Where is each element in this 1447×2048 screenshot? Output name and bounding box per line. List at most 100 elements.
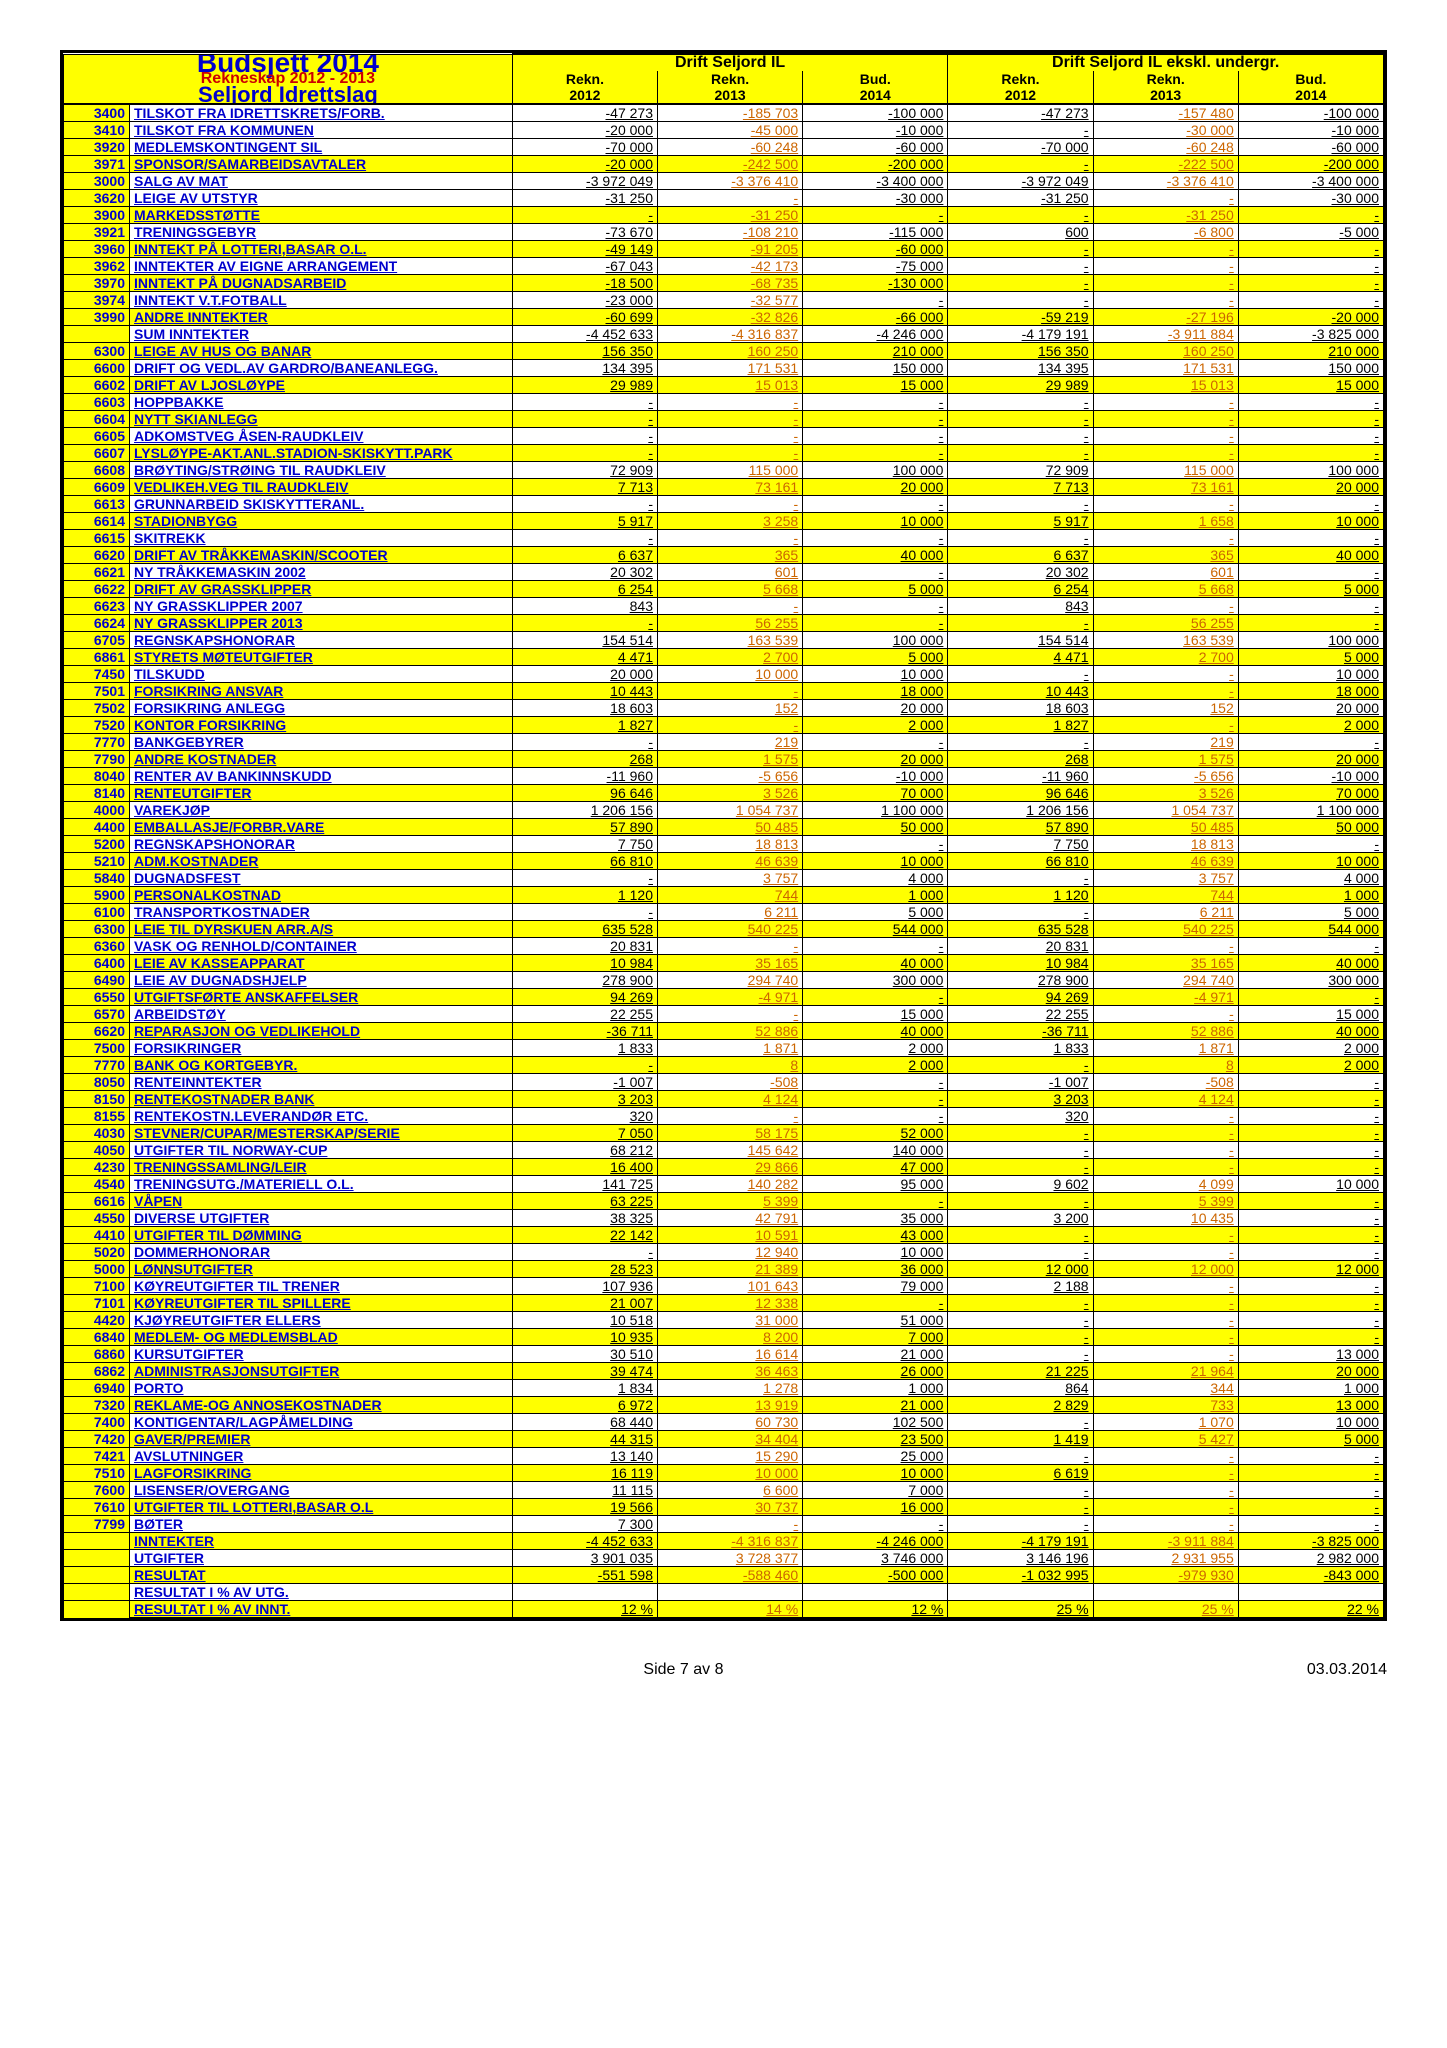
table-row: 4000VAREKJØP1 206 1561 054 7371 100 0001… (64, 802, 1384, 819)
row-code: 7320 (64, 1397, 130, 1414)
row-value: 13 000 (1238, 1346, 1383, 1363)
row-value: - (1238, 1244, 1383, 1261)
row-value: - (1093, 1244, 1238, 1261)
row-value: 268 (948, 751, 1093, 768)
row-desc: UTGIFTER TIL LOTTERI,BASAR O.L (130, 1499, 513, 1516)
row-value: 79 000 (803, 1278, 948, 1295)
row-value: - (948, 1346, 1093, 1363)
row-value: -5 000 (1238, 224, 1383, 241)
row-value: -1 007 (512, 1074, 657, 1091)
row-value: - (948, 530, 1093, 547)
row-value: 5 000 (803, 649, 948, 666)
row-value: - (948, 292, 1093, 309)
row-value: - (803, 1193, 948, 1210)
row-code: 3960 (64, 241, 130, 258)
row-value: -200 000 (1238, 156, 1383, 173)
row-desc: NYTT SKIANLEGG (130, 411, 513, 428)
row-value: 20 000 (1238, 1363, 1383, 1380)
row-value: 2 000 (803, 1057, 948, 1074)
row-value: - (1238, 615, 1383, 632)
row-value: 1 833 (512, 1040, 657, 1057)
row-value: -588 460 (658, 1567, 803, 1584)
table-row: 5840DUGNADSFEST-3 7574 000-3 7574 000 (64, 870, 1384, 887)
row-value: 12 % (803, 1601, 948, 1618)
row-value: -60 000 (803, 139, 948, 156)
row-value: 2 000 (803, 717, 948, 734)
row-desc: RENTEKOSTNADER BANK (130, 1091, 513, 1108)
row-value: - (1093, 496, 1238, 513)
row-value: -32 826 (658, 309, 803, 326)
row-code: 6400 (64, 955, 130, 972)
row-value: -70 000 (948, 139, 1093, 156)
row-code: 3920 (64, 139, 130, 156)
row-value: - (1093, 1125, 1238, 1142)
row-value: 96 646 (948, 785, 1093, 802)
row-value: 544 000 (1238, 921, 1383, 938)
row-code: 6570 (64, 1006, 130, 1023)
row-code: 6622 (64, 581, 130, 598)
table-row: 6860KURSUTGIFTER30 51016 61421 000--13 0… (64, 1346, 1384, 1363)
table-row: 6613GRUNNARBEID SKISKYTTERANL.------ (64, 496, 1384, 513)
row-value: - (1093, 428, 1238, 445)
row-value: - (803, 938, 948, 955)
row-desc: PERSONALKOSTNAD (130, 887, 513, 904)
row-desc: NY GRASSKLIPPER 2007 (130, 598, 513, 615)
row-value: 7 750 (512, 836, 657, 853)
row-value: 7 300 (512, 1516, 657, 1533)
row-value: -11 960 (512, 768, 657, 785)
table-row: 8140RENTEUTGIFTER96 6463 52670 00096 646… (64, 785, 1384, 802)
row-value: -6 800 (1093, 224, 1238, 241)
row-value: 15 000 (1238, 377, 1383, 394)
row-value (1238, 1584, 1383, 1601)
row-value: 1 827 (512, 717, 657, 734)
row-value: - (948, 1499, 1093, 1516)
row-value: 2 931 955 (1093, 1550, 1238, 1567)
row-value: -3 376 410 (658, 173, 803, 190)
row-desc: RESULTAT I % AV UTG. (130, 1584, 513, 1601)
row-desc: PORTO (130, 1380, 513, 1397)
row-value: 38 325 (512, 1210, 657, 1227)
row-code: 5210 (64, 853, 130, 870)
row-value: 70 000 (803, 785, 948, 802)
row-value: - (1093, 1516, 1238, 1533)
row-value: 10 443 (512, 683, 657, 700)
table-row: 6490LEIE AV DUGNADSHJELP278 900294 74030… (64, 972, 1384, 989)
row-value: -47 273 (512, 104, 657, 122)
row-value: 29 989 (948, 377, 1093, 394)
row-code: 6862 (64, 1363, 130, 1380)
row-value: - (1238, 530, 1383, 547)
column-group: Drift Seljord IL (512, 54, 948, 71)
row-desc: DRIFT AV TRÅKKEMASKIN/SCOOTER (130, 547, 513, 564)
row-value: - (1093, 275, 1238, 292)
row-value: 5 000 (1238, 649, 1383, 666)
row-value: - (948, 207, 1093, 224)
table-row: 3970INNTEKT PÅ DUGNADSARBEID-18 500-68 7… (64, 275, 1384, 292)
row-value: 365 (1093, 547, 1238, 564)
row-value: 10 518 (512, 1312, 657, 1329)
page-footer: Side 7 av 8 03.03.2014 (60, 1661, 1387, 1679)
table-row: 6840MEDLEM- OG MEDLEMSBLAD10 9358 2007 0… (64, 1329, 1384, 1346)
row-code: 7799 (64, 1516, 130, 1533)
row-code: 5020 (64, 1244, 130, 1261)
row-desc: FORSIKRINGER (130, 1040, 513, 1057)
row-value: 5 668 (1093, 581, 1238, 598)
row-value: 744 (658, 887, 803, 904)
table-row: 3000SALG AV MAT-3 972 049-3 376 410-3 40… (64, 173, 1384, 190)
row-value: 219 (658, 734, 803, 751)
row-desc: ADKOMSTVEG ÅSEN-RAUDKLEIV (130, 428, 513, 445)
row-value: -500 000 (803, 1567, 948, 1584)
row-value: -20 000 (512, 122, 657, 139)
row-value: 1 419 (948, 1431, 1093, 1448)
row-desc: ANDRE KOSTNADER (130, 751, 513, 768)
row-value: 6 972 (512, 1397, 657, 1414)
row-code (64, 326, 130, 343)
row-value: 12 000 (1238, 1261, 1383, 1278)
row-value: 6 637 (512, 547, 657, 564)
row-value: 3 146 196 (948, 1550, 1093, 1567)
row-value: 1 871 (1093, 1040, 1238, 1057)
row-value: - (1238, 1193, 1383, 1210)
row-code: 6300 (64, 921, 130, 938)
row-value: - (1093, 598, 1238, 615)
row-desc: LEIGE AV UTSTYR (130, 190, 513, 207)
column-year: 2014 (803, 87, 948, 104)
